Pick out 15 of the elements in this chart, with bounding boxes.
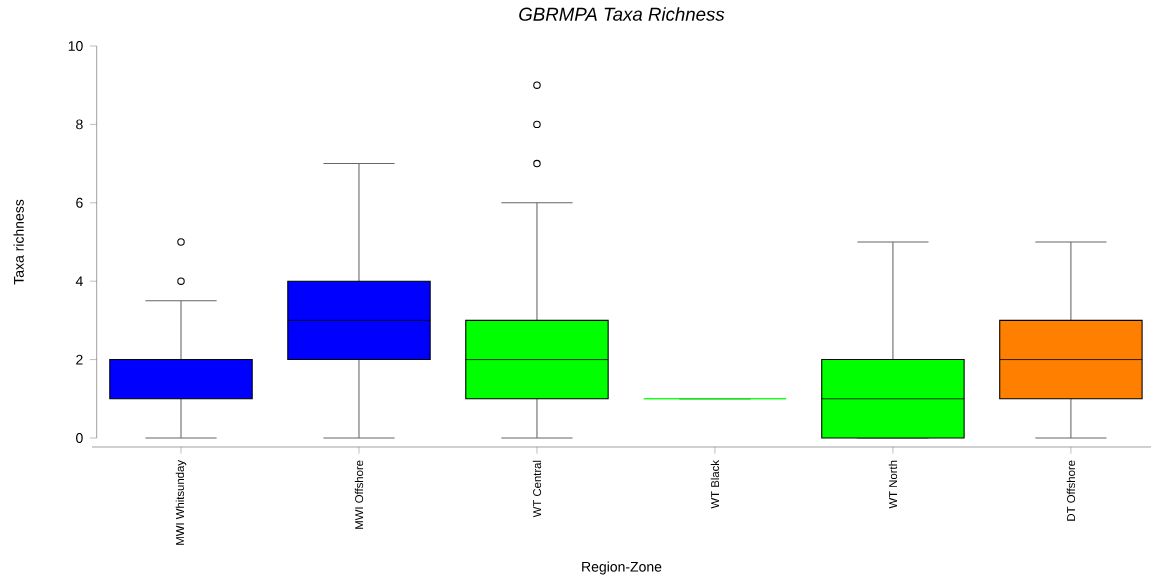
x-tick-label: DT Offshore [1066,460,1076,521]
y-tick-label: 4 [75,276,83,286]
y-axis-title: Taxa richness [13,199,24,285]
x-tick-label: MWI Whitsunday [175,460,187,545]
x-tick-label: WT Black [710,460,720,509]
x-tick-label: MWI Offshore [354,460,364,529]
x-tick-label: WT Central [532,460,542,518]
chart-title: GBRMPA Taxa Richness [519,7,725,21]
y-tick-label: 10 [68,41,83,51]
x-tick-label: WT North [888,460,898,509]
y-tick-label: 8 [76,119,83,130]
x-axis-title: Region-Zone [582,561,662,575]
y-tick-label: 2 [76,354,83,365]
y-tick-label: 6 [76,197,83,208]
y-tick-label: 0 [76,433,83,443]
